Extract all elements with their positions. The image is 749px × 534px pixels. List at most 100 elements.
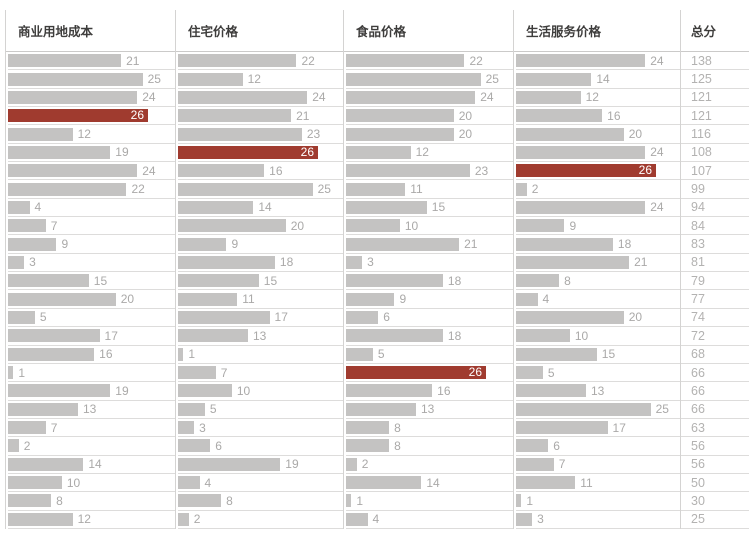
bar <box>178 164 265 178</box>
bar <box>346 384 433 398</box>
bar-row: 18 <box>346 272 513 291</box>
bar-row: 25 <box>346 70 513 89</box>
highlight-bar: 26 <box>516 164 656 178</box>
bar-value-label: 6 <box>215 438 222 453</box>
bar-value-label: 2 <box>361 457 369 472</box>
bar <box>178 127 302 141</box>
bar-row: 14 <box>178 199 343 218</box>
bar <box>8 366 14 380</box>
bar-row: 24 <box>516 199 680 218</box>
bar-row: 7 <box>8 217 175 236</box>
total-score-value: 138 <box>681 52 749 71</box>
bar <box>178 200 254 214</box>
bar <box>346 127 454 141</box>
bar-value-label: 10 <box>236 383 251 398</box>
bar-value-label: 11 <box>410 182 423 197</box>
total-score-value: 56 <box>681 437 749 456</box>
bar-value-label: 14 <box>596 72 610 87</box>
bar-row: 10 <box>346 217 513 236</box>
bar-value-label: 15 <box>263 273 278 288</box>
bar-value-label: 11 <box>242 292 255 307</box>
bar <box>516 255 630 269</box>
bar-value-label: 4 <box>372 512 380 527</box>
bar <box>516 200 646 214</box>
highlight-bar: 26 <box>178 144 318 159</box>
bar-row: 14 <box>8 456 175 474</box>
bar <box>516 494 522 508</box>
bar-value-label: 19 <box>285 457 299 472</box>
bar <box>8 145 111 159</box>
bar-value-label: 7 <box>220 365 228 380</box>
bar-value-label: 22 <box>301 53 315 68</box>
bar-row: 18 <box>178 254 343 273</box>
bar <box>516 127 624 141</box>
total-score-value: 25 <box>681 511 749 529</box>
bar-value-label: 26 <box>130 108 144 123</box>
bar-value-label: 2 <box>193 512 201 527</box>
bar-value-label: 2 <box>531 182 539 197</box>
bar-value-label: 24 <box>650 200 664 215</box>
bar <box>346 494 352 508</box>
bar-row: 9 <box>346 290 513 309</box>
bar <box>516 310 624 324</box>
bar <box>346 200 427 214</box>
bar-value-label: 26 <box>300 144 314 159</box>
bar-value-label: 20 <box>628 310 643 325</box>
bar-row: 24 <box>8 162 175 181</box>
bar <box>8 219 46 233</box>
bar-row: 5 <box>8 309 175 328</box>
bar-row: 10 <box>178 382 343 401</box>
bar-value-label: 16 <box>607 108 621 123</box>
bar-value-label: 7 <box>50 420 58 435</box>
bar <box>178 512 189 526</box>
column-commercial-land-cost: 商业用地成本 21 25 24 26 12 19 24 22 4 7 9 3 15 20 5 17 16 1 19 1… <box>5 10 175 529</box>
bar <box>178 476 200 490</box>
bar-row: 24 <box>516 52 680 71</box>
bar <box>516 457 554 471</box>
bar-value-label: 16 <box>99 347 113 362</box>
bar <box>516 421 608 435</box>
total-score-value: 72 <box>681 327 749 346</box>
bar-value-label: 1 <box>188 347 196 362</box>
bar-value-label: 17 <box>612 420 626 435</box>
bar <box>516 182 527 196</box>
bar-row: 20 <box>346 125 513 144</box>
bar <box>8 476 62 490</box>
bar <box>346 402 416 416</box>
total-score-value: 121 <box>681 107 749 126</box>
bar-row: 21 <box>516 254 680 273</box>
bar-row: 24 <box>178 89 343 108</box>
bar-row: 20 <box>516 309 680 328</box>
bar <box>346 292 395 306</box>
bar <box>516 219 565 233</box>
bar-value-label: 15 <box>431 200 446 215</box>
bar-row: 24 <box>346 89 513 108</box>
bar <box>178 439 211 453</box>
bar-value-label: 20 <box>458 127 473 142</box>
bar-value-label: 9 <box>61 237 69 252</box>
bar-row: 25 <box>8 70 175 89</box>
bar-row: 7 <box>178 364 343 383</box>
bar-row: 20 <box>516 125 680 144</box>
total-score-value: 68 <box>681 346 749 364</box>
total-score-value: 74 <box>681 309 749 328</box>
bar <box>178 90 308 104</box>
bar-row: 23 <box>346 162 513 181</box>
bar <box>8 72 143 86</box>
bar-value-label: 22 <box>469 53 483 68</box>
bar-value-label: 16 <box>437 383 451 398</box>
column-header-food-price: 食品价格 <box>344 10 513 52</box>
bar <box>178 310 270 324</box>
bar-row: 7 <box>8 419 175 438</box>
bar-value-label: 8 <box>394 438 401 453</box>
bar-value-label: 1 <box>526 493 534 508</box>
bar-value-label: 12 <box>77 512 91 527</box>
total-score-value: 116 <box>681 125 749 144</box>
bar <box>346 512 368 526</box>
bar <box>346 90 476 104</box>
bar-row: 18 <box>346 327 513 346</box>
bar-row: 26 <box>178 144 343 163</box>
bar-value-label: 13 <box>591 383 605 398</box>
bar <box>8 200 30 214</box>
bar <box>178 54 297 68</box>
